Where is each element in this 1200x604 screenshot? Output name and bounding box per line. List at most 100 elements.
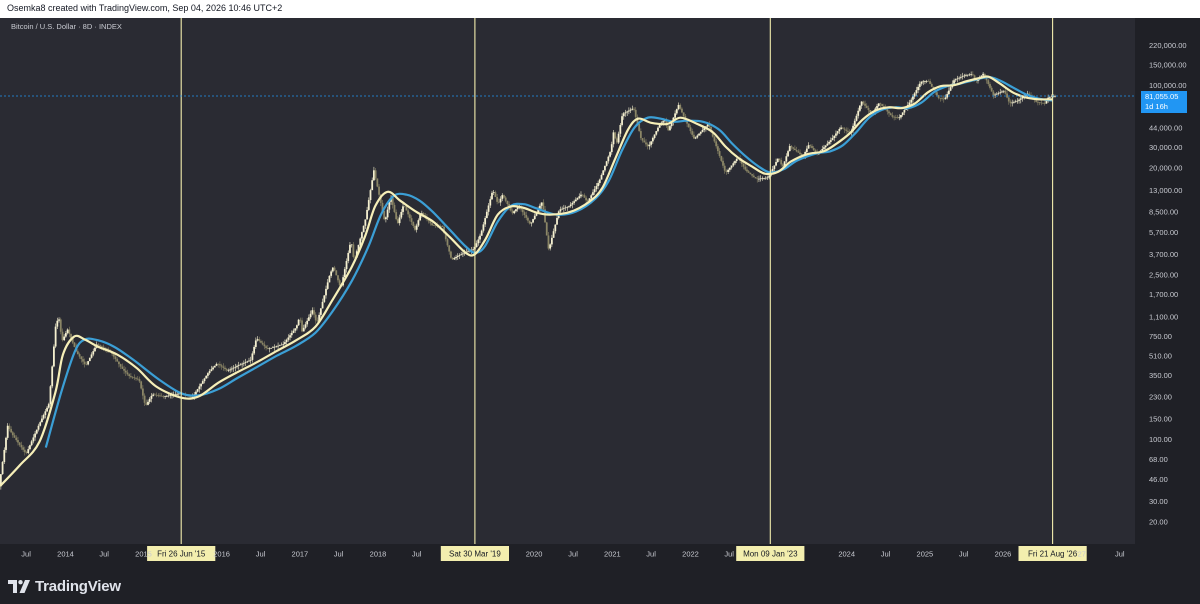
candle-body (289, 335, 291, 338)
candle-body (675, 109, 678, 114)
candle-body (68, 329, 71, 334)
candle-body (720, 155, 723, 161)
candle-body (3, 449, 6, 463)
y-tick-label: 20,000.00 (1149, 164, 1182, 173)
candle-body (408, 214, 411, 219)
x-tick-label: Jul (334, 550, 344, 559)
y-tick-label: 68.00 (1149, 455, 1168, 464)
candle-body (718, 151, 721, 156)
candle-body (301, 320, 303, 332)
candle-body (1004, 90, 1007, 94)
x-axis[interactable]: Jul 2014 Jul 2015 2016 Jul 2017 Jul 2018 Jul 2020 J… (21, 550, 1125, 559)
candle-body (758, 178, 760, 180)
candle-body (138, 379, 141, 382)
candle-body (1014, 101, 1017, 103)
candle-body (87, 361, 90, 365)
candle-body (205, 375, 208, 379)
x-tick-label: '27 (1076, 550, 1086, 559)
candle-body (622, 113, 625, 117)
candle-body (1050, 96, 1053, 98)
candle-body (224, 367, 226, 370)
candle-body (571, 202, 574, 205)
candle-body (710, 126, 712, 132)
candle-body (939, 97, 942, 99)
candle-body (550, 237, 553, 245)
candle-body (918, 83, 921, 87)
x-tick-label: 2020 (526, 550, 543, 559)
candle-body (162, 396, 165, 397)
candle-body (987, 80, 990, 85)
candle-body (133, 377, 136, 379)
candle-body (393, 204, 396, 213)
candle-body (42, 414, 45, 419)
candle-body (244, 362, 247, 363)
tradingview-logo[interactable]: TradingView (8, 578, 121, 595)
candle-body (809, 145, 812, 146)
candle-body (609, 152, 611, 157)
candle-body (995, 93, 998, 95)
candle-body (648, 144, 651, 147)
candle-body (706, 124, 709, 127)
candle-body (847, 130, 849, 132)
price-chart[interactable]: Bitcoin / U.S. Dollar · 8D · INDEX Fri 2… (0, 18, 1200, 568)
candle-body (189, 396, 192, 398)
x-tick-label: Jul (568, 550, 578, 559)
candle-body (636, 116, 639, 124)
y-axis[interactable]: 220,000.00 150,000.00 100,000.00 44,000.00 3… (1149, 41, 1187, 527)
candle-body (260, 340, 262, 343)
x-tick-label: Jul (21, 550, 31, 559)
candle-body (544, 209, 546, 223)
candle-body (965, 74, 967, 76)
candle-body (971, 74, 974, 76)
candle-body (32, 437, 35, 442)
candle-body (588, 198, 591, 202)
candle-body (164, 396, 167, 397)
candle-body (927, 80, 930, 82)
candle-body (71, 338, 74, 343)
candle-body (455, 257, 457, 259)
candle-body (867, 107, 870, 111)
candle-body (574, 199, 577, 202)
candle-body (376, 178, 379, 187)
candle-body (687, 123, 690, 128)
candle-body (766, 177, 769, 179)
candle-body (30, 441, 33, 446)
candle-body (439, 225, 442, 227)
candle-body (607, 156, 610, 162)
candle-body (658, 124, 661, 128)
candle-body (797, 151, 800, 153)
candle-body (913, 93, 916, 97)
candle-body (56, 320, 59, 327)
candle-body (302, 327, 305, 332)
candle-body (135, 378, 137, 379)
candle-body (559, 209, 562, 212)
x-tick-label: 2015 (135, 550, 152, 559)
candle-body (586, 200, 589, 202)
candle-body (272, 347, 274, 349)
candle-body (402, 206, 404, 212)
tradingview-logo-icon (8, 580, 30, 593)
plot-area[interactable] (0, 18, 1135, 544)
candle-body (160, 395, 163, 397)
candle-body (621, 116, 623, 125)
candle-body (504, 197, 507, 201)
candle-body (650, 141, 653, 145)
candle-body (1018, 99, 1020, 101)
candle-body (961, 76, 964, 78)
candle-body (616, 138, 618, 143)
candle-body (864, 103, 866, 106)
candle-body (734, 161, 736, 164)
candle-body (638, 123, 641, 132)
y-tick-label: 3,700.00 (1149, 250, 1178, 259)
candle-body (590, 195, 593, 199)
cycle-date-label: Sat 30 Mar '19 (449, 550, 501, 559)
candle-body (583, 195, 586, 198)
cycle-date-label: Fri 21 Aug '26 (1028, 550, 1078, 559)
candle-body (509, 207, 512, 211)
candle-body (667, 125, 670, 131)
candle-body (853, 120, 856, 126)
candle-body (862, 101, 865, 104)
candle-body (843, 128, 846, 130)
x-tick-label: Jul (256, 550, 266, 559)
candle-body (485, 211, 488, 219)
